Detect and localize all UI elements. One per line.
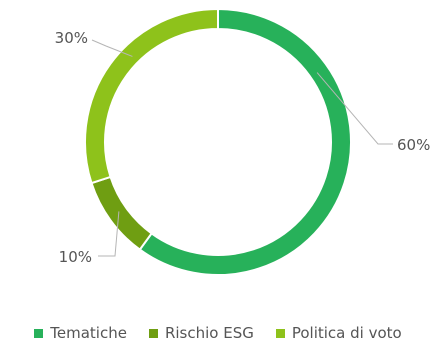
data-label-tematiche: 60% [397,136,430,154]
legend-label-politica-di-voto: Politica di voto [291,324,402,342]
legend-swatch-rischio-esg [148,328,158,338]
leader-line-rischio-esg [98,211,120,257]
legend-item-rischio-esg[interactable]: Rischio ESG [148,324,254,342]
leader-line-tematiche [316,72,393,145]
legend-label-tematiche: Tematiche [50,324,127,342]
legend-item-politica-di-voto[interactable]: Politica di voto [275,324,402,342]
data-label-politica-di-voto: 30% [55,29,88,47]
slice-politica-di-voto[interactable] [84,7,219,185]
legend-item-tematiche[interactable]: Tematiche [34,324,127,342]
chart-legend: Tematiche Rischio ESG Politica di voto [0,322,436,344]
slice-rischio-esg[interactable] [90,175,153,251]
legend-label-rischio-esg: Rischio ESG [164,324,254,342]
donut-chart: 60% 10% 30% [55,7,430,276]
legend-swatch-tematiche [34,328,44,338]
slice-tematiche[interactable] [138,7,352,276]
legend-swatch-politica-di-voto [275,328,285,338]
leader-line-politica-di-voto [91,39,133,57]
data-label-rischio-esg: 10% [59,248,92,266]
